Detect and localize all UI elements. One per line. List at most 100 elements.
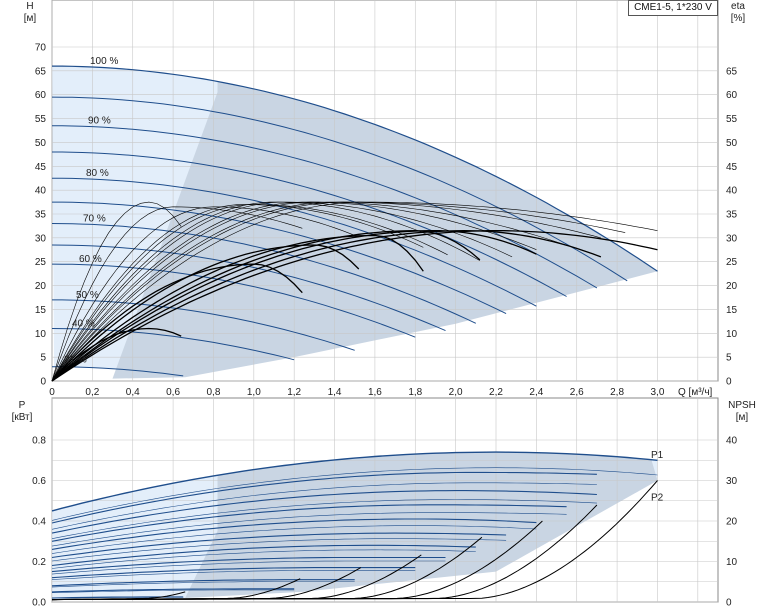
eta-bold-curve-6 [51, 263, 303, 382]
npsh-y-tick-40: 40 [726, 436, 738, 447]
p2-curve-85 [51, 512, 567, 547]
eta-bold-curve-5 [51, 244, 360, 382]
speed-label-100: 100 % [90, 56, 118, 67]
p2-curve-80 [51, 525, 537, 554]
p1-curve-70 [51, 544, 476, 567]
eta-bold-curve-0 [51, 230, 658, 382]
head-y-tick-5: 5 [40, 353, 46, 364]
head-y-tick-45: 45 [35, 162, 47, 173]
eta-y-tick-10: 10 [726, 329, 738, 340]
q-x-tick-0: 0 [49, 387, 55, 398]
head-y-tick-15: 15 [35, 305, 47, 316]
eta-bold-curve-2 [51, 230, 537, 382]
q-x-tick-1,8: 1,8 [408, 387, 422, 398]
series-label-p1: P1 [651, 450, 664, 461]
speed-label-70: 70 % [83, 214, 106, 225]
q-x-tick-0,8: 0,8 [207, 387, 221, 398]
eta-curve-40 [51, 206, 303, 382]
head-y-tick-10: 10 [35, 329, 47, 340]
q-x-tick-0,4: 0,4 [126, 387, 140, 398]
head-curve-40 [51, 328, 295, 361]
head-axis-label: H [26, 1, 33, 12]
eta-y-tick-65: 65 [726, 66, 738, 77]
power-y-tick-0.4: 0.4 [32, 517, 46, 528]
head-y-tick-20: 20 [35, 281, 47, 292]
npsh-axis-label: NPSH [728, 400, 756, 411]
q-x-tick-2,6: 2,6 [570, 387, 584, 398]
head-y-tick-60: 60 [35, 90, 47, 101]
npsh-curve-7 [51, 591, 186, 601]
eta-bold-curve-4 [51, 234, 424, 382]
eta-y-tick-0: 0 [726, 377, 732, 388]
p2-curve-60 [51, 570, 416, 580]
p2-curve-75 [51, 538, 507, 562]
head-area-operating [112, 81, 658, 379]
p2-curve-50 [51, 581, 355, 588]
eta-curve-70 [51, 201, 481, 382]
q-axis-label: Q [м³/ч] [678, 387, 713, 398]
p1-curve-95 [51, 471, 597, 524]
p1-curve-100 [51, 451, 658, 512]
eta-y-tick-60: 60 [726, 90, 738, 101]
npsh-y-tick-10: 10 [726, 557, 738, 568]
p1-curve-75 [51, 532, 507, 559]
head-y-tick-70: 70 [35, 43, 47, 54]
speed-label-80: 80 % [86, 168, 109, 179]
speed-label-40: 40 % [72, 319, 95, 330]
q-x-tick-2,2: 2,2 [489, 387, 503, 398]
npsh-axis-unit: [м] [736, 412, 749, 423]
p2-curve-90 [51, 499, 597, 539]
eta-curve-60 [51, 204, 424, 382]
q-x-tick-0,2: 0,2 [85, 387, 99, 398]
speed-label-21: 21 % [64, 354, 87, 365]
npsh-y-tick-20: 20 [726, 517, 738, 528]
q-x-tick-3,0: 3,0 [651, 387, 665, 398]
eta-y-tick-30: 30 [726, 233, 738, 244]
head-curve-100 [52, 65, 658, 272]
eta-axis-unit: [%] [731, 13, 746, 24]
q-x-tick-2,4: 2,4 [529, 387, 543, 398]
head-curve-50 [52, 299, 355, 351]
speed-label-60: 60 % [79, 254, 102, 265]
eta-y-tick-25: 25 [726, 257, 738, 268]
p2-curve-95 [51, 482, 597, 530]
p1-curve-60 [51, 567, 416, 579]
q-x-tick-1,0: 1,0 [247, 387, 261, 398]
chart-legend-box: CME1-5, 1*230 V [628, 0, 718, 16]
head-y-tick-0: 0 [40, 377, 46, 388]
speed-label-50: 50 % [76, 290, 99, 301]
eta-curve-21 [51, 201, 182, 382]
p1-curve-65 [51, 556, 446, 573]
p1-curve-80 [51, 518, 537, 550]
head-y-tick-40: 40 [35, 186, 47, 197]
eta-bold-curve-3 [51, 230, 481, 382]
head-curve-70 [51, 223, 477, 324]
head-curve-90 [51, 125, 598, 289]
power-axis-unit: [кВт] [12, 412, 33, 423]
eta-y-tick-15: 15 [726, 305, 738, 316]
p2-curve-100 [51, 467, 658, 521]
power-y-tick-0.8: 0.8 [32, 436, 46, 447]
eta-axis-label: eta [731, 1, 745, 12]
head-curve-75 [52, 201, 507, 315]
power-y-tick-0.0: 0.0 [32, 598, 46, 609]
eta-bold-curve-1 [51, 230, 602, 382]
p1-curve-50 [51, 579, 355, 587]
head-y-tick-30: 30 [35, 233, 47, 244]
eta-y-tick-5: 5 [726, 353, 732, 364]
speed-label-90: 90 % [88, 116, 111, 127]
power-y-tick-0.6: 0.6 [32, 476, 46, 487]
head-y-tick-25: 25 [35, 257, 47, 268]
head-y-tick-50: 50 [35, 138, 47, 149]
series-label-p2: P2 [651, 493, 664, 504]
power-y-tick-0.2: 0.2 [32, 557, 46, 568]
q-x-tick-1,2: 1,2 [287, 387, 301, 398]
power-axis-label: P [19, 400, 26, 411]
eta-y-tick-55: 55 [726, 114, 738, 125]
head-curve-95 [51, 96, 628, 282]
q-x-tick-0,6: 0,6 [166, 387, 180, 398]
q-x-tick-1,4: 1,4 [328, 387, 342, 398]
npsh-y-tick-30: 30 [726, 476, 738, 487]
head-curve-60 [51, 263, 416, 338]
